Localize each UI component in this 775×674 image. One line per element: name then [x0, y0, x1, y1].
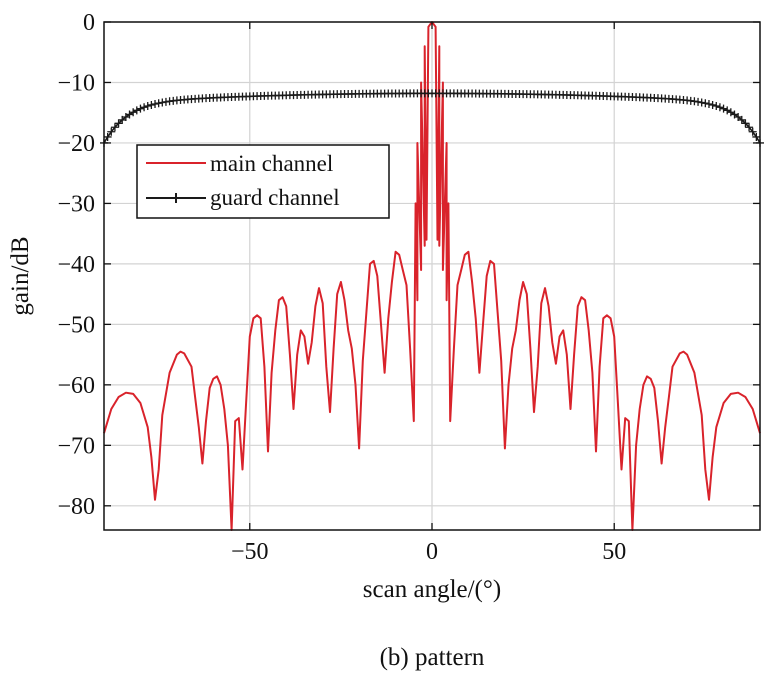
y-tick-label: −10: [57, 70, 95, 96]
guard-marker: [697, 98, 706, 107]
guard-marker: [715, 103, 724, 112]
y-tick-label: −60: [57, 373, 95, 399]
guard-marker: [136, 104, 145, 113]
grid: [104, 21, 760, 530]
y-tick-label: 0: [83, 10, 95, 36]
guard-marker: [129, 108, 138, 117]
guard-marker: [704, 100, 713, 109]
guard-marker: [103, 132, 112, 141]
guard-marker: [723, 106, 732, 115]
legend-guard-label: guard channel: [210, 185, 340, 210]
axes: [103, 21, 761, 531]
guard-marker: [719, 104, 728, 113]
tick-labels: −50 0 50 0 −10 −20 −30 −40 −50 −60 −70 −80: [57, 10, 626, 565]
guard-marker: [132, 106, 141, 115]
guard-marker: [110, 123, 119, 132]
guard-marker: [741, 119, 750, 128]
guard-marker: [154, 99, 163, 108]
y-tick-label: −80: [57, 494, 95, 520]
guard-marker: [708, 100, 717, 109]
y-tick-label: −50: [57, 312, 95, 338]
legend-main-label: main channel: [210, 151, 333, 176]
guard-marker: [712, 102, 721, 111]
x-tick-label: 0: [426, 539, 438, 565]
y-tick-label: −20: [57, 131, 95, 157]
y-tick-label: −40: [57, 252, 95, 278]
guard-marker: [752, 132, 761, 141]
legend-box: [136, 144, 390, 219]
legend-guard-line: [146, 193, 206, 203]
guard-marker: [140, 103, 149, 112]
y-axis-label: gain/dB: [7, 236, 34, 315]
x-axis-label: scan angle/(°): [363, 576, 501, 603]
x-tick-label: 50: [602, 539, 626, 565]
guard-marker: [147, 100, 156, 109]
guard-marker: [151, 100, 160, 109]
legend: main channel guard channel: [136, 144, 390, 219]
guard-marker: [748, 127, 757, 136]
guard-markers: [100, 89, 764, 147]
guard-marker: [745, 123, 754, 132]
guard-marker: [114, 119, 123, 128]
guard-marker: [701, 99, 710, 108]
guard-marker: [107, 127, 116, 136]
guard-marker: [737, 115, 746, 124]
figure-caption: (b) pattern: [380, 644, 485, 671]
y-tick-label: −70: [57, 433, 95, 459]
guard-marker: [143, 102, 152, 111]
y-tick-label: −30: [57, 191, 95, 217]
x-tick-label: −50: [231, 539, 269, 565]
